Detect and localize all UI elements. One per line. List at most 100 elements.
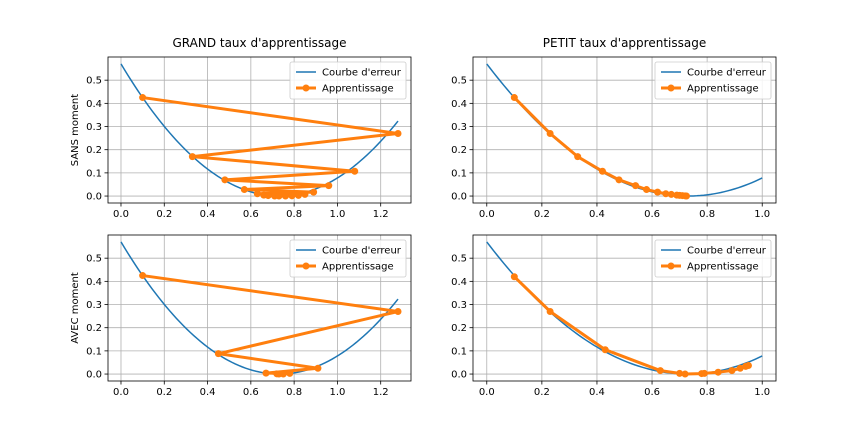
learning-point	[394, 307, 402, 315]
learning-point	[264, 192, 272, 200]
legend-label-learning: Apprentissage	[322, 84, 394, 95]
x-tick-label: 1.2	[373, 387, 389, 398]
y-tick-label: 0.0	[86, 192, 102, 203]
learning-point	[643, 186, 651, 194]
y-tick-label: 0.5	[86, 76, 102, 87]
y-tick-label: 0.3	[451, 122, 467, 133]
legend: Courbe d'erreur Apprentissage	[654, 239, 772, 278]
x-tick-label: 1.2	[373, 209, 389, 220]
plot-data	[486, 241, 763, 378]
y-tick-label: 0.2	[86, 145, 102, 156]
learning-point	[221, 176, 229, 184]
learning-point	[654, 188, 662, 196]
y-tick-label: 0.4	[86, 99, 102, 110]
learning-point	[275, 192, 283, 200]
x-tick-label: 1.0	[329, 387, 345, 398]
y-tick-label: 0.2	[451, 323, 467, 334]
learning-point	[314, 364, 322, 372]
learning-point	[682, 192, 690, 200]
y-tick-label: 0.1	[451, 168, 467, 179]
learning-point	[275, 370, 283, 378]
x-tick-label: 0.4	[200, 387, 216, 398]
legend: Courbe d'erreur Apprentissage	[654, 61, 772, 100]
y-tick-label: 0.4	[451, 277, 467, 288]
axes-frame	[107, 234, 412, 382]
y-tick-label: 0.0	[451, 370, 467, 381]
learning-point	[744, 361, 752, 369]
axes-frame	[472, 234, 777, 382]
x-tick-label: 0.8	[699, 209, 715, 220]
x-tick-label: 0.4	[589, 209, 605, 220]
subplot-3: 0.0 0.2 0.4 0.6 0.8 1.0 1.2 0.0 0.1 0.2 0.3 0.4 0.5 A…	[70, 234, 412, 398]
learning-point	[601, 346, 609, 354]
x-tick-label: 0.6	[243, 209, 259, 220]
learning-point	[139, 94, 147, 102]
learning-point	[240, 186, 248, 194]
learning-point	[294, 191, 302, 199]
subplot-title: GRAND taux d'apprentissage	[172, 36, 346, 50]
plot-data	[486, 63, 763, 200]
learning-point	[301, 190, 309, 198]
learning-point	[288, 192, 296, 200]
legend-marker-learning	[667, 262, 675, 270]
y-axis-label: AVEC moment	[70, 272, 81, 344]
subplot-grid: 0.0 0.2 0.4 0.6 0.8 1.0 1.2 0.0 0.1 0.2 0.3 0.4 0.5 G…	[70, 36, 777, 398]
subplot-title: PETIT taux d'apprentissage	[543, 36, 706, 50]
y-tick-label: 0.2	[451, 145, 467, 156]
subplot-2: 0.0 0.2 0.4 0.6 0.8 1.0 0.0 0.1 0.2 0.3 0.4 0.5 PETI…	[451, 36, 777, 220]
x-tick-label: 0.4	[200, 209, 216, 220]
x-tick-label: 0.8	[699, 387, 715, 398]
x-tick-label: 0.8	[286, 387, 302, 398]
x-tick-label: 1.0	[329, 209, 345, 220]
learning-point	[546, 129, 554, 137]
y-tick-label: 0.0	[86, 370, 102, 381]
y-tick-label: 0.5	[451, 76, 467, 87]
x-tick-label: 0.8	[286, 209, 302, 220]
y-tick-label: 0.1	[86, 346, 102, 357]
x-tick-label: 0.0	[113, 387, 129, 398]
learning-point	[615, 176, 623, 184]
y-tick-label: 0.0	[451, 192, 467, 203]
learning-point	[681, 370, 689, 378]
y-tick-label: 0.4	[86, 277, 102, 288]
legend-label-curve: Courbe d'erreur	[322, 246, 402, 257]
y-tick-label: 0.1	[451, 346, 467, 357]
plot-data	[120, 241, 402, 378]
learning-point	[262, 369, 270, 377]
legend-label-curve: Courbe d'erreur	[687, 68, 767, 79]
x-tick-label: 0.6	[243, 387, 259, 398]
legend-box	[289, 239, 407, 278]
learning-point	[253, 190, 261, 198]
x-tick-label: 0.2	[534, 209, 550, 220]
y-tick-label: 0.2	[86, 323, 102, 334]
learning-point	[656, 367, 664, 375]
x-tick-label: 0.6	[644, 387, 660, 398]
y-tick-label: 0.5	[86, 254, 102, 265]
x-tick-label: 0.4	[589, 387, 605, 398]
legend-box	[289, 61, 407, 100]
y-axis-label: SANS moment	[70, 94, 81, 166]
learning-point	[214, 350, 222, 358]
x-tick-label: 0.2	[156, 387, 172, 398]
subplot-4: 0.0 0.2 0.4 0.6 0.8 1.0 0.0 0.1 0.2 0.3 0.4 0.5 Cour…	[451, 234, 777, 398]
legend-marker-learning	[667, 84, 675, 92]
learning-point	[394, 129, 402, 137]
y-tick-label: 0.3	[86, 300, 102, 311]
x-tick-label: 1.0	[754, 387, 770, 398]
legend-label-learning: Apprentissage	[322, 262, 394, 273]
learning-point	[546, 307, 554, 315]
legend-box	[654, 61, 772, 100]
y-tick-label: 0.1	[86, 168, 102, 179]
legend-box	[654, 239, 772, 278]
x-tick-label: 0.2	[156, 209, 172, 220]
error-curve-line	[120, 241, 399, 375]
subplot-1: 0.0 0.2 0.4 0.6 0.8 1.0 1.2 0.0 0.1 0.2 0.3 0.4 0.5 G…	[70, 36, 412, 220]
learning-point	[662, 190, 670, 198]
y-tick-label: 0.3	[86, 122, 102, 133]
legend: Courbe d'erreur Apprentissage	[289, 61, 407, 100]
learning-point	[351, 167, 359, 175]
y-tick-label: 0.5	[451, 254, 467, 265]
learning-point	[632, 182, 640, 190]
x-tick-label: 0.0	[479, 387, 495, 398]
